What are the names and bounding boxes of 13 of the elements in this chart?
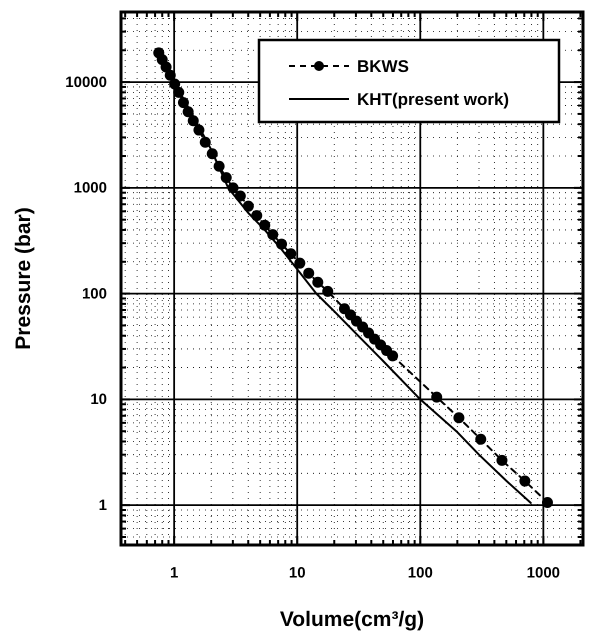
y-tick-label: 1 [98, 496, 107, 514]
y-tick-label: 10000 [65, 74, 107, 91]
legend-label: KHT(present work) [357, 90, 510, 109]
x-tick-label: 10 [288, 564, 306, 582]
x-axis-title: Volume(cm³/g) [280, 608, 424, 631]
y-axis-title: Pressure (bar) [12, 207, 35, 350]
legend-label: BKWS [357, 57, 409, 76]
y-tick-label: 100 [82, 285, 107, 302]
y-tick-label: 10 [90, 391, 107, 408]
x-tick-label: 1000 [526, 564, 560, 582]
y-tick-label: 1000 [74, 180, 107, 197]
x-tick-label: 100 [408, 564, 433, 582]
x-tick-label: 1 [170, 564, 178, 582]
